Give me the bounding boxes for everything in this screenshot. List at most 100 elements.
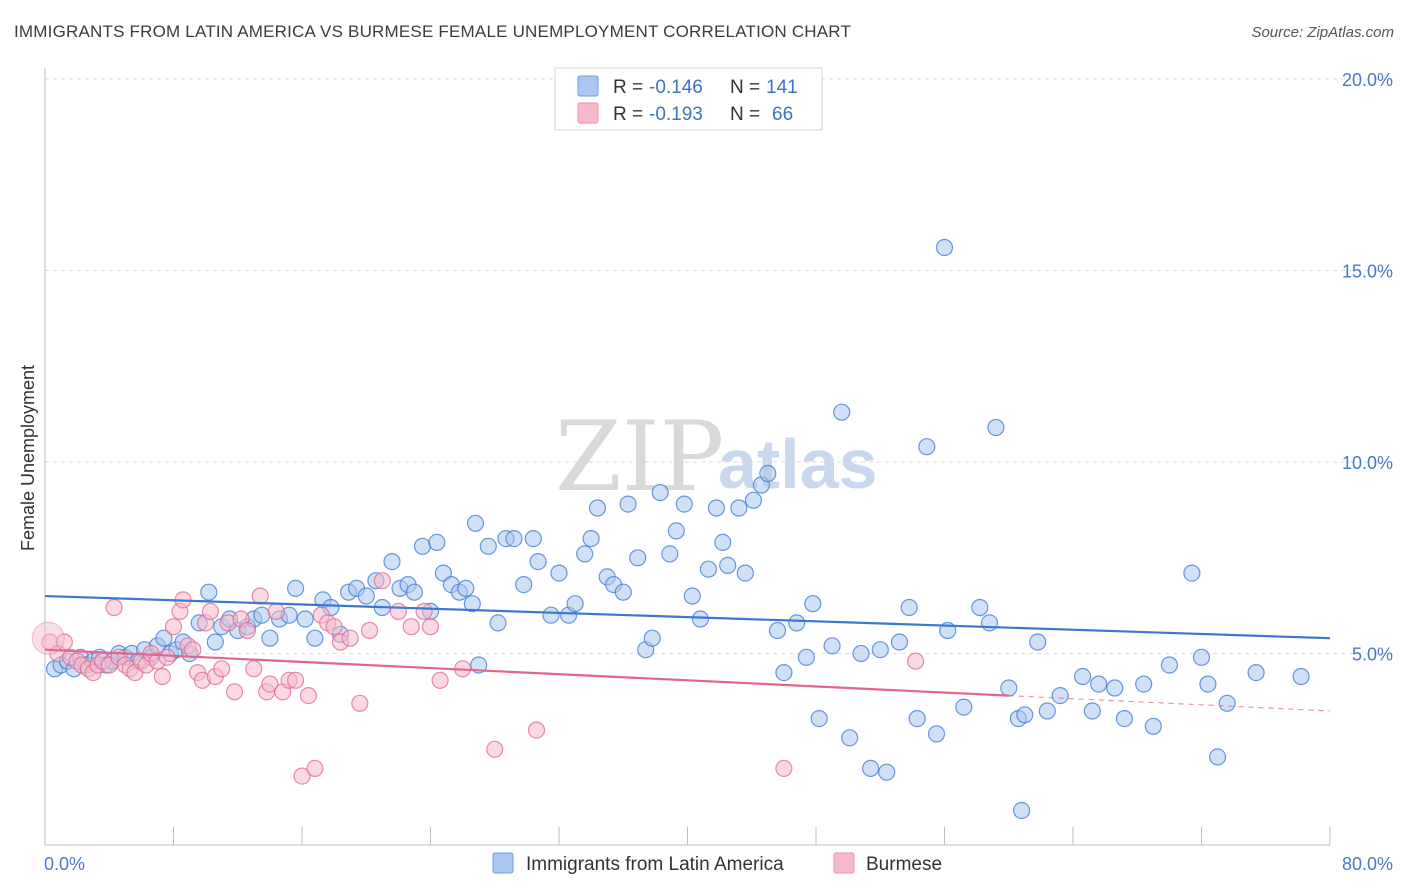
point-latin-america-107 [890,633,909,651]
bottom-legend-swatch-burmese [833,852,855,874]
point-burmese-59 [421,618,440,636]
point-latin-america-123 [1073,667,1092,686]
point-latin-america-55 [457,579,475,598]
point-latin-america-58 [479,537,497,555]
point-latin-america-93 [759,464,777,483]
point-latin-america-130 [1160,656,1179,674]
point-latin-america-134 [1208,748,1227,766]
point-latin-america-69 [576,545,594,563]
point-latin-america-133 [1199,675,1217,693]
point-latin-america-126 [1106,679,1124,697]
x-tick-label-1: 80.0% [1342,854,1393,874]
point-latin-america-98 [804,595,822,613]
point-latin-america-105 [871,641,889,659]
point-burmese-large [31,621,65,655]
point-latin-america-31 [261,629,279,647]
point-latin-america-65 [542,606,560,624]
point-burmese-40 [261,675,279,693]
point-latin-america-90 [736,564,754,582]
point-latin-america-115 [980,614,999,632]
bottom-legend-label-latin-america: Immigrants from Latin America [526,854,784,875]
point-latin-america-111 [927,725,946,743]
point-burmese-60 [431,671,449,689]
point-latin-america-124 [1083,702,1101,720]
y-tick-label-3: 20.0% [1342,70,1393,90]
point-latin-america-75 [619,495,637,513]
point-burmese-62 [486,740,504,758]
legend-n-label-2: N = [730,104,760,125]
point-latin-america-137 [1292,667,1310,686]
legend-swatch-latin-america [577,75,599,97]
point-latin-america-128 [1135,675,1153,693]
point-burmese-64 [775,759,793,778]
point-latin-america-120 [1029,633,1047,651]
point-latin-america-66 [550,564,568,582]
legend-r-value-1: -0.146 [649,77,703,98]
point-latin-america-49 [413,537,432,555]
legend-n-value-1: 141 [766,77,798,98]
point-burmese-22 [164,618,183,636]
point-latin-america-125 [1090,675,1108,693]
chart-title: IMMIGRANTS FROM LATIN AMERICA VS BURMESE… [14,22,852,41]
point-latin-america-119 [1016,706,1034,724]
point-latin-america-104 [861,759,880,778]
watermark-zip: ZIP [555,401,724,513]
point-latin-america-122 [1051,686,1069,705]
point-latin-america-30 [253,606,271,624]
point-latin-america-99 [810,709,828,728]
point-latin-america-127 [1115,709,1134,728]
point-latin-america-62 [515,575,533,594]
bottom-legend: Immigrants from Latin America Burmese [492,852,942,875]
point-latin-america-101 [833,403,851,421]
point-latin-america-79 [651,484,669,502]
point-burmese-21 [158,648,176,666]
point-latin-america-68 [566,595,584,613]
point-latin-america-110 [918,438,936,456]
point-burmese-20 [153,667,171,686]
y-tick-label-0: 5.0% [1352,645,1393,665]
point-latin-america-100 [823,637,841,655]
y-tick-label-2: 15.0% [1342,262,1393,282]
point-latin-america-57 [466,514,485,532]
point-latin-america-87 [714,533,732,552]
point-latin-america-42 [357,587,375,605]
point-latin-america-139 [1012,801,1031,820]
legend-r-value-2: -0.193 [649,104,703,125]
point-latin-america-56 [463,595,481,613]
point-burmese-50 [325,618,343,636]
point-burmese-58 [415,602,433,621]
watermark: ZIP atlas [555,401,878,513]
y-axis-label: Female Unemployment [18,365,38,551]
point-latin-america-121 [1038,702,1056,720]
point-latin-america-116 [987,418,1005,437]
point-latin-america-59 [489,614,507,632]
point-latin-america-36 [306,629,324,647]
legend-n-label-1: N = [730,77,760,98]
point-latin-america-64 [529,552,547,571]
point-latin-america-45 [383,552,401,571]
point-latin-america-24 [206,633,224,651]
point-latin-america-102 [841,729,859,747]
point-latin-america-94 [768,621,787,640]
point-latin-america-96 [788,614,806,632]
point-latin-america-117 [1000,679,1018,697]
point-latin-america-136 [1247,663,1265,682]
point-burmese-37 [245,660,263,678]
point-burmese-53 [351,694,369,712]
point-latin-america-108 [900,598,918,617]
point-latin-america-17 [155,629,173,647]
point-latin-america-88 [719,556,737,575]
bottom-legend-swatch-latin-america [492,852,514,874]
point-burmese-46 [299,686,317,705]
point-burmese-36 [238,621,256,640]
point-latin-america-71 [588,499,607,517]
point-latin-america-83 [683,587,701,605]
point-latin-america-74 [614,583,632,601]
point-burmese-52 [341,629,359,647]
point-latin-america-61 [505,529,523,548]
tick-labels: 5.0% 10.0% 15.0% 20.0% 0.0% 80.0% [44,70,1393,874]
point-latin-america-78 [643,629,661,647]
data-points [31,238,1310,820]
trend-lines [44,594,1331,712]
